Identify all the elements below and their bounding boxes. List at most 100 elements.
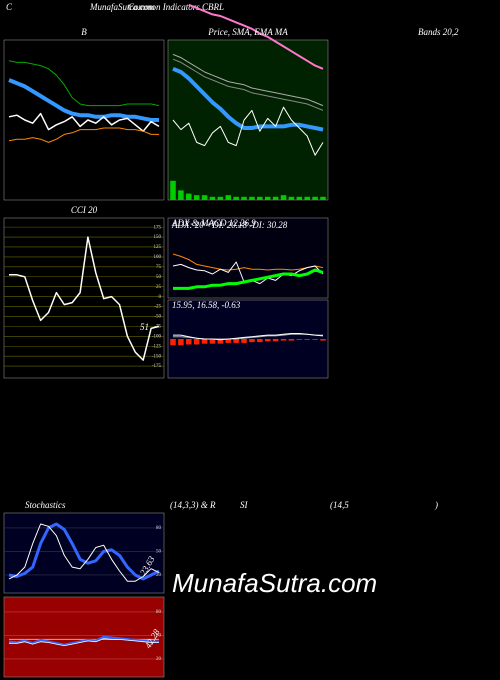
bar [209, 196, 216, 200]
bar [170, 339, 176, 346]
series-line [172, 58, 324, 111]
bar [249, 196, 255, 200]
y-tick-label: -150 [152, 354, 162, 359]
bar [233, 339, 239, 343]
panel-title: Price, SMA, EMA MA [207, 27, 288, 37]
bar [186, 339, 192, 345]
bar [225, 339, 232, 343]
series-line [172, 53, 324, 107]
bar [225, 195, 232, 200]
y-tick-label: 20 [156, 573, 162, 578]
y-tick-label: 0 [159, 295, 162, 300]
panel [167, 39, 329, 201]
series-line [8, 112, 160, 132]
bar [304, 339, 310, 340]
y-tick-label: 80 [156, 610, 162, 615]
bar [312, 196, 318, 200]
panel [167, 217, 329, 299]
bar [249, 339, 255, 343]
bar [257, 339, 263, 343]
panel-title: Stochastics [25, 500, 66, 510]
bar [186, 193, 192, 200]
y-tick-label: -100 [152, 334, 162, 339]
panel [3, 596, 165, 678]
bar [296, 196, 303, 200]
header-letter: C [6, 2, 13, 12]
bar [272, 196, 279, 200]
series-line [173, 333, 324, 341]
series-line [8, 523, 160, 582]
bar [241, 339, 247, 343]
panel-title: SI [240, 500, 249, 510]
y-tick-label: 175 [154, 225, 162, 230]
bar [201, 195, 208, 200]
y-tick-label: 125 [154, 245, 162, 250]
panel-title: (14,5 [330, 500, 349, 510]
series-line [8, 78, 159, 122]
bar [288, 196, 295, 200]
bar [209, 339, 216, 344]
bar [264, 339, 271, 342]
series-line [188, 3, 324, 70]
series-line [172, 66, 324, 132]
y-tick-label: 20 [156, 657, 162, 662]
bar [217, 196, 224, 200]
panel-title: ADX & MACD 12,26,9 [171, 218, 256, 228]
watermark: MunafaSutra.com [172, 568, 377, 598]
bar [241, 196, 247, 200]
panel-title: CCI 20 [71, 205, 98, 215]
panel-title: ) [434, 500, 438, 510]
bar [217, 339, 224, 344]
series-line [172, 253, 324, 271]
annotation: Bands 20,2 [418, 27, 459, 37]
series-line [9, 236, 160, 361]
bar [304, 196, 310, 200]
bar [193, 195, 200, 200]
panel-title: B [81, 27, 87, 37]
bar [320, 339, 326, 341]
series-line [8, 635, 159, 647]
series-line [172, 106, 324, 156]
bar [320, 196, 326, 200]
bar [280, 339, 287, 341]
panel [3, 39, 165, 201]
series-line [173, 268, 324, 290]
y-tick-label: 50 [156, 275, 162, 280]
y-tick-label: -125 [152, 344, 162, 349]
y-tick-label: 50 [156, 550, 162, 555]
bar [201, 339, 208, 344]
annotation: 51 [140, 322, 149, 332]
panel-title: (14,3,3) & R [170, 500, 216, 510]
y-tick-label: 80 [156, 526, 162, 531]
bar [288, 339, 295, 341]
header-brand: MunafaSutra.com [89, 2, 155, 12]
y-tick-label: -50 [154, 315, 161, 320]
y-tick-label: 50 [156, 634, 162, 639]
panel [167, 299, 329, 379]
y-tick-label: 75 [156, 265, 162, 270]
bar [178, 190, 184, 200]
bar [233, 196, 239, 200]
y-tick-label: 25 [156, 285, 162, 290]
annotation: ADX: 20 +DI: 20.18 -DI: 30.28 [171, 220, 288, 230]
series-line [8, 127, 159, 143]
header-title: Common Indicators CBRL [128, 2, 224, 12]
y-tick-label: -25 [154, 305, 161, 310]
series-line [8, 60, 160, 107]
bar [296, 339, 303, 340]
panel [3, 512, 165, 594]
bar [272, 339, 279, 342]
bar [178, 339, 184, 346]
series-line [9, 638, 159, 646]
series-line [8, 522, 160, 581]
bar [193, 339, 200, 345]
bar [257, 196, 263, 200]
bar [280, 195, 287, 200]
bar [312, 339, 318, 340]
y-tick-label: 150 [154, 235, 162, 240]
y-tick-label: -175 [152, 364, 162, 369]
bar [264, 196, 271, 200]
y-tick-label: 100 [154, 255, 162, 260]
